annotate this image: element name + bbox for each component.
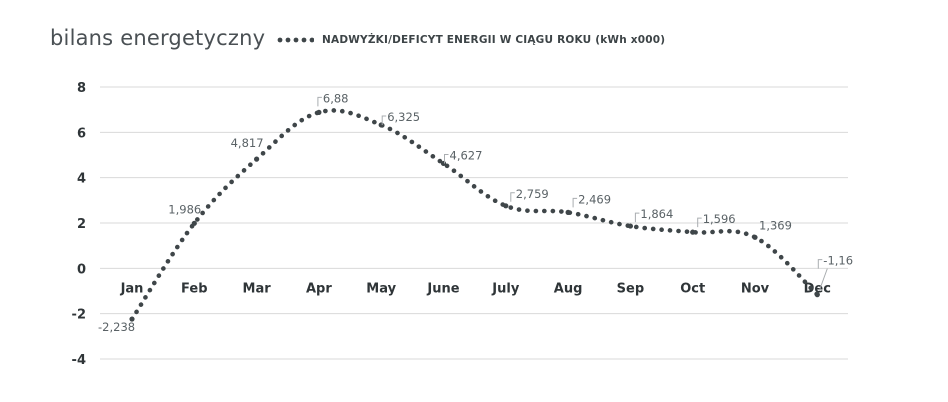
y-tick-label: 4: [77, 172, 86, 187]
label-leader: [381, 115, 387, 125]
label-leader: [572, 197, 578, 208]
data-label: 4,817: [231, 136, 264, 150]
label-leader: [317, 96, 322, 107]
x-tick-label: July: [491, 281, 520, 296]
data-label: 1,864: [640, 207, 673, 221]
data-label: 1,369: [759, 218, 792, 232]
x-tick-label: Jan: [120, 281, 144, 296]
data-label: -2,238: [98, 320, 135, 334]
series-line: [129, 108, 820, 322]
label-leader: [444, 153, 449, 164]
x-tick-label: Nov: [741, 281, 770, 296]
data-point: [254, 156, 260, 162]
label-leader: [634, 212, 640, 223]
data-point: [814, 292, 820, 298]
chart-title: bilans energetyczny: [50, 26, 266, 50]
data-point: [752, 234, 758, 240]
x-tick-label: May: [366, 281, 396, 296]
data-label: 2,469: [578, 192, 611, 206]
data-point: [503, 203, 509, 209]
data-point: [191, 220, 197, 226]
label-leader: [818, 268, 828, 291]
data-point: [690, 229, 696, 235]
x-tick-label: Mar: [243, 281, 272, 296]
x-tick-label: Feb: [181, 281, 207, 296]
y-tick-label: 2: [77, 217, 86, 232]
data-point: [316, 109, 322, 115]
data-label: 4,627: [450, 148, 483, 162]
x-tick-label: Apr: [306, 281, 332, 296]
x-tick-label: June: [426, 281, 459, 296]
x-tick-label: Sep: [617, 281, 645, 296]
data-point: [378, 122, 384, 128]
data-label: 6,325: [387, 110, 420, 124]
label-leader: [510, 192, 515, 202]
data-point: [627, 223, 634, 229]
label-leader: [817, 259, 823, 269]
legend-dotted-line-icon: [277, 37, 314, 43]
data-label: 2,759: [516, 187, 549, 201]
y-tick-label: -2: [72, 308, 86, 323]
data-label: 6,88: [323, 91, 349, 105]
data-point: [565, 209, 571, 215]
data-point: [129, 316, 135, 322]
data-point: [440, 160, 447, 167]
y-tick-label: 0: [77, 262, 86, 277]
data-label: 1,596: [703, 212, 736, 226]
label-leader: [697, 217, 702, 228]
legend-label: NADWYŻKI/DEFICYT ENERGII W CIĄGU ROKU (k…: [322, 34, 666, 46]
data-label: 1,986: [168, 202, 201, 216]
x-tick-label: Dec: [804, 281, 831, 296]
x-tick-label: Oct: [680, 281, 705, 296]
legend: NADWYŻKI/DEFICYT ENERGII W CIĄGU ROKU (k…: [276, 34, 665, 46]
data-label: -1,16: [823, 254, 853, 268]
y-tick-label: 6: [77, 126, 86, 141]
y-tick-label: 8: [77, 81, 86, 96]
y-tick-label: -4: [72, 353, 86, 368]
x-tick-label: Aug: [554, 281, 583, 296]
